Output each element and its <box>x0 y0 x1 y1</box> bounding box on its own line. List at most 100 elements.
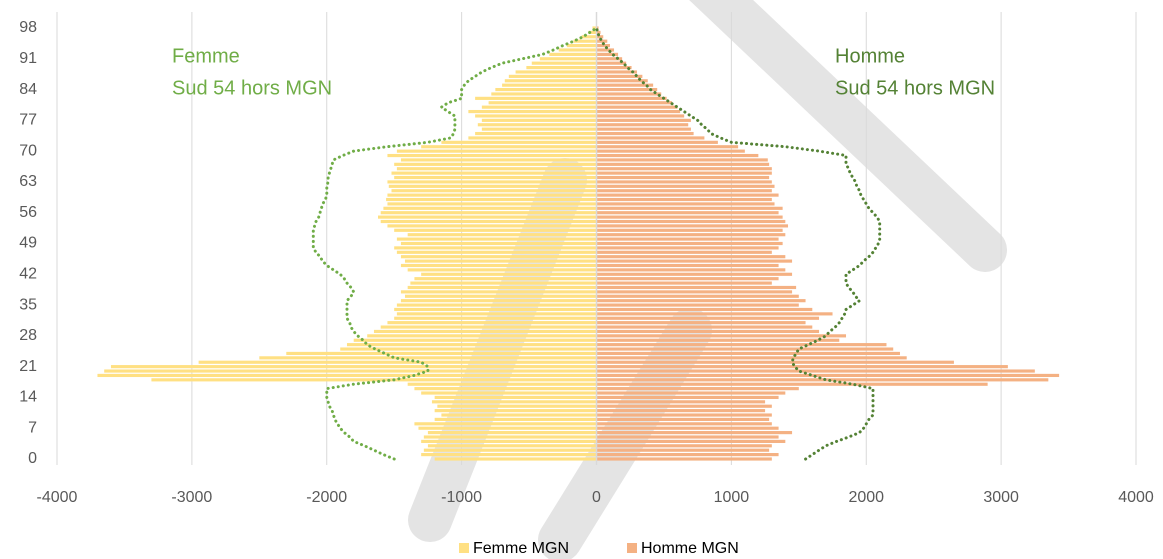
bar <box>596 246 779 250</box>
bar <box>421 391 597 395</box>
bar <box>383 206 597 210</box>
bar <box>596 224 789 228</box>
bar <box>475 131 597 136</box>
bar <box>596 83 654 87</box>
bar <box>488 101 597 105</box>
x-tick-label: -2000 <box>306 489 347 506</box>
bar <box>596 448 770 452</box>
bar <box>394 307 597 312</box>
bar <box>387 224 597 228</box>
bar <box>491 92 597 96</box>
bar <box>387 153 597 158</box>
bar <box>526 65 597 70</box>
bar <box>596 290 793 294</box>
bar <box>596 39 608 43</box>
bar <box>400 255 597 259</box>
bar <box>386 197 597 202</box>
legend-swatch <box>627 543 637 553</box>
bar <box>596 61 627 65</box>
bar <box>596 180 772 184</box>
bar <box>596 391 786 395</box>
bar <box>596 153 759 158</box>
bar <box>596 422 772 426</box>
bar <box>596 325 813 329</box>
legend-label: Femme MGN <box>473 540 569 557</box>
bar <box>391 171 597 175</box>
bar <box>427 444 597 448</box>
bar <box>508 74 597 78</box>
bar <box>539 57 597 61</box>
bar <box>573 39 597 43</box>
bar <box>566 44 597 48</box>
bar <box>596 131 694 136</box>
bar <box>387 180 597 184</box>
bar <box>394 246 597 250</box>
bar <box>151 378 597 382</box>
bar <box>596 189 772 193</box>
watermark-stroke <box>689 0 1007 272</box>
bar <box>596 307 813 312</box>
bar <box>596 369 1035 373</box>
bar <box>596 453 779 457</box>
bar <box>396 250 597 254</box>
bar <box>596 92 662 96</box>
bar <box>396 312 597 316</box>
bar <box>596 457 772 461</box>
bar <box>592 26 597 30</box>
x-tick-label: -3000 <box>171 489 212 506</box>
bar <box>340 347 597 351</box>
bar <box>394 162 597 166</box>
bar <box>596 431 793 435</box>
bar <box>407 285 597 290</box>
x-tick-label: 4000 <box>1118 489 1154 506</box>
bar <box>596 149 745 153</box>
bar <box>596 259 793 263</box>
bar <box>418 426 597 430</box>
bar <box>434 395 597 400</box>
y-tick-label: 21 <box>19 358 37 375</box>
bar <box>596 409 766 413</box>
bar <box>421 439 597 443</box>
bar <box>346 343 597 347</box>
x-tick-label: 3000 <box>983 489 1019 506</box>
bar <box>423 435 597 439</box>
bar <box>434 417 597 422</box>
bar <box>596 140 718 144</box>
annotation: Homme <box>835 45 905 67</box>
bar <box>596 114 685 118</box>
bar <box>596 277 779 281</box>
bar <box>481 118 597 122</box>
bar <box>531 61 597 65</box>
bar <box>104 369 597 373</box>
bar <box>596 74 643 78</box>
bar <box>596 136 705 140</box>
bar <box>378 215 597 219</box>
y-tick-label: 77 <box>19 112 37 129</box>
bar <box>394 316 597 320</box>
bar <box>198 360 597 364</box>
y-tick-label: 7 <box>28 419 37 436</box>
bar <box>596 52 619 56</box>
plot: -4000 -3000 -2000 -1000 0 1000 2000 3000 4000 0 7 1… <box>19 12 1154 557</box>
bar <box>596 101 673 105</box>
bar <box>515 70 597 74</box>
bar <box>596 127 691 131</box>
bar <box>596 426 779 430</box>
bar <box>596 263 779 268</box>
bar <box>596 87 658 92</box>
dotted-line <box>595 26 882 461</box>
bar <box>558 48 597 52</box>
bar <box>353 338 597 342</box>
bar <box>596 343 887 347</box>
bar <box>596 237 779 241</box>
y-tick-label: 98 <box>19 19 37 36</box>
bar <box>596 118 691 122</box>
bar <box>596 365 1008 369</box>
bar <box>367 334 597 338</box>
bar <box>400 263 597 268</box>
bar <box>414 387 597 391</box>
bar <box>596 395 779 400</box>
bar <box>387 321 597 325</box>
y-tick-label: 63 <box>19 173 37 190</box>
